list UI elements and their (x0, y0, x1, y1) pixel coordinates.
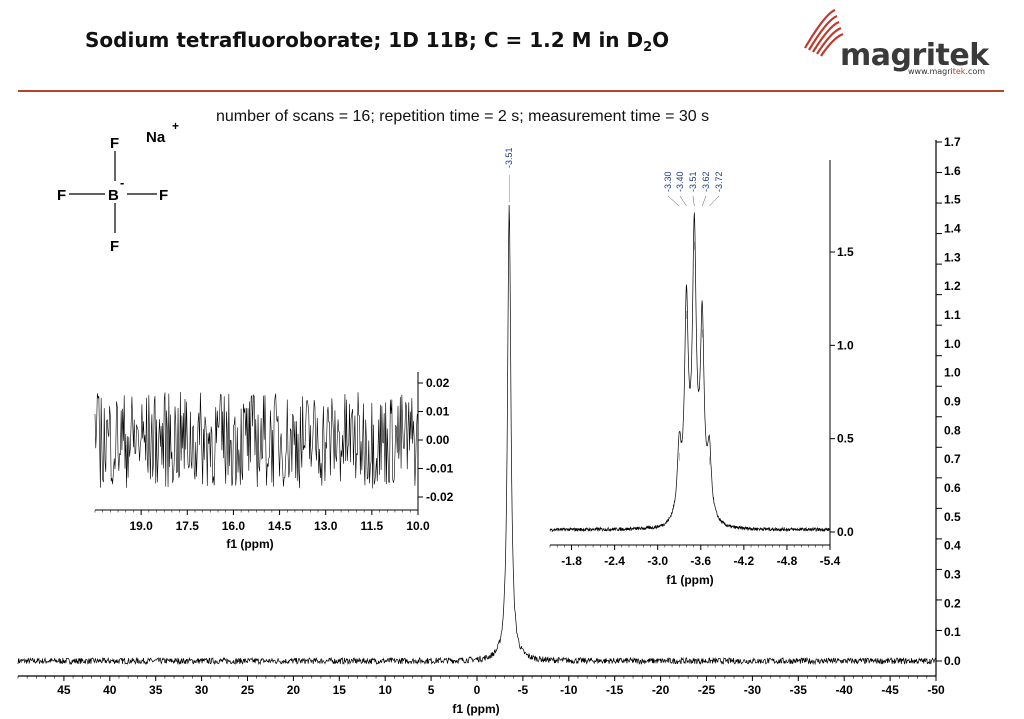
atom-f-left: F (57, 187, 66, 204)
inset-peak-label: -3.62 (701, 171, 711, 192)
y-tick-label: 1.0 (944, 337, 961, 351)
inset-x-tick-label: -4.8 (777, 554, 798, 568)
x-tick-label: 20 (287, 683, 301, 697)
x-tick-label: 35 (149, 683, 163, 697)
y-tick-label: 0.5 (944, 510, 961, 524)
inset-peak-label: -3.72 (714, 171, 724, 192)
x-tick-label: -20 (652, 683, 670, 697)
y-tick-label: 1.6 (944, 164, 961, 178)
noise-y-tick-label: 0.02 (426, 376, 450, 390)
noise-x-tick-label: 11.5 (361, 519, 384, 533)
main-spectrum-plot: 45 40 35 30 25 20 15 10 5 0 -5 -10 -15 -20 -25 -30 -35 -4… (17, 135, 961, 716)
inset-x-tick-label: -3.6 (690, 554, 711, 568)
atom-f-bottom: F (110, 238, 119, 255)
noise-x-tick-label: 10.0 (406, 519, 430, 533)
inset-x-tick-label: -3.0 (647, 554, 668, 568)
x-tick-label: -45 (881, 683, 899, 697)
slide-title: Sodium tetrafluoroborate; 1D 11B; C = 1.… (85, 28, 670, 55)
x-tick-label: -35 (790, 683, 808, 697)
x-tick-label: -40 (836, 683, 854, 697)
y-tick-label: 0.3 (944, 568, 961, 582)
x-tick-label: -30 (744, 683, 762, 697)
counterion: Na (146, 129, 166, 146)
inset-x-tick-label: -5.4 (820, 554, 841, 568)
inset-x-tick-label: -4.2 (734, 554, 755, 568)
inset-zoom-plot: -1.8 -2.4 -3.0 -3.6 -4.2 -4.8 -5.4 f1 (ppm) 0.0 0… (549, 160, 854, 587)
x-tick-label: 40 (103, 683, 117, 697)
inset-trace (549, 212, 831, 533)
noise-x-tick-label: 17.5 (176, 519, 200, 533)
noise-x-tick-label: 19.0 (129, 519, 153, 533)
inset-peak-connector (667, 195, 680, 207)
inset-peak-label: -3.51 (688, 171, 698, 192)
x-tick-label: 30 (195, 683, 209, 697)
noise-x-tick-label: 13.0 (314, 519, 338, 533)
x-tick-label: 10 (379, 683, 393, 697)
inset-peak-label: -3.30 (663, 171, 673, 192)
y-tick-label: 1.7 (944, 135, 961, 149)
inset-peak-connector (709, 195, 720, 207)
bf4-structure: F F F F B - Na + (57, 119, 179, 255)
y-tick-label: 1.3 (944, 250, 961, 264)
x-tick-label: 25 (241, 683, 255, 697)
y-tick-label: 1.4 (944, 222, 961, 236)
inset-peak-connector (692, 195, 695, 207)
x-tick-label: 0 (474, 683, 481, 697)
x-tick-label: -10 (560, 683, 578, 697)
atom-b: B (108, 187, 119, 204)
noise-y-tick-label: -0.02 (426, 490, 454, 504)
y-tick-label: 0.1 (944, 625, 961, 639)
y-tick-label: 0.6 (944, 481, 961, 495)
inset-x-tick-label: -2.4 (604, 554, 625, 568)
logo-arcs-icon (804, 8, 844, 57)
inset-y-tick-label: 0.0 (837, 525, 854, 539)
noise-inset-plot: 19.0 17.5 16.0 14.5 13.0 11.5 10.0 f1 (ppm) 0.02… (94, 372, 454, 551)
inset-y-tick-label: 0.5 (837, 432, 854, 446)
boron-charge: - (120, 175, 124, 190)
peak-label: -3.51 (504, 147, 514, 168)
x-axis-label: f1 (ppm) (452, 702, 499, 716)
x-tick-label: 5 (428, 683, 435, 697)
counterion-charge: + (172, 119, 179, 133)
noise-y-tick-label: 0.01 (426, 405, 450, 419)
inset-peak-label: -3.40 (675, 171, 685, 192)
y-tick-label: 0.4 (944, 539, 961, 553)
x-tick-label: -50 (927, 683, 945, 697)
y-tick-label: 0.0 (944, 654, 961, 668)
inset-peak-connector (701, 195, 707, 207)
x-tick-label: 45 (57, 683, 71, 697)
atom-f-right: F (159, 187, 168, 204)
logo-wordmark: magritek (840, 38, 989, 73)
y-tick-label: 0.2 (944, 596, 961, 610)
y-tick-label: 0.9 (944, 395, 961, 409)
inset-x-tick-label: -1.8 (561, 554, 582, 568)
noise-y-tick-label: -0.01 (426, 462, 454, 476)
noise-trace (94, 391, 419, 489)
y-tick-label: 0.8 (944, 423, 961, 437)
y-tick-label: 1.5 (944, 193, 961, 207)
y-tick-label: 1.2 (944, 279, 961, 293)
x-tick-label: -25 (698, 683, 716, 697)
noise-x-tick-label: 16.0 (222, 519, 246, 533)
inset-y-tick-label: 1.5 (837, 245, 854, 259)
x-tick-label: -15 (606, 683, 624, 697)
title-divider (18, 90, 1004, 92)
acquisition-parameters: number of scans = 16; repetition time = … (216, 108, 710, 125)
spectrum-trace (17, 205, 937, 666)
y-tick-label: 1.0 (944, 366, 961, 380)
inset-y-tick-label: 1.0 (837, 338, 854, 352)
x-tick-label: 15 (333, 683, 347, 697)
inset-peak-connector (679, 195, 687, 207)
logo-url: www.magritek.com (908, 67, 986, 76)
noise-y-tick-label: 0.00 (426, 433, 450, 447)
x-tick-label: -5 (518, 683, 529, 697)
atom-f-top: F (110, 135, 119, 152)
y-tick-label: 0.7 (944, 452, 961, 466)
noise-x-axis-label: f1 (ppm) (226, 537, 273, 551)
noise-x-tick-label: 14.5 (268, 519, 292, 533)
inset-x-axis-label: f1 (ppm) (666, 573, 713, 587)
y-tick-label: 1.1 (944, 308, 961, 322)
